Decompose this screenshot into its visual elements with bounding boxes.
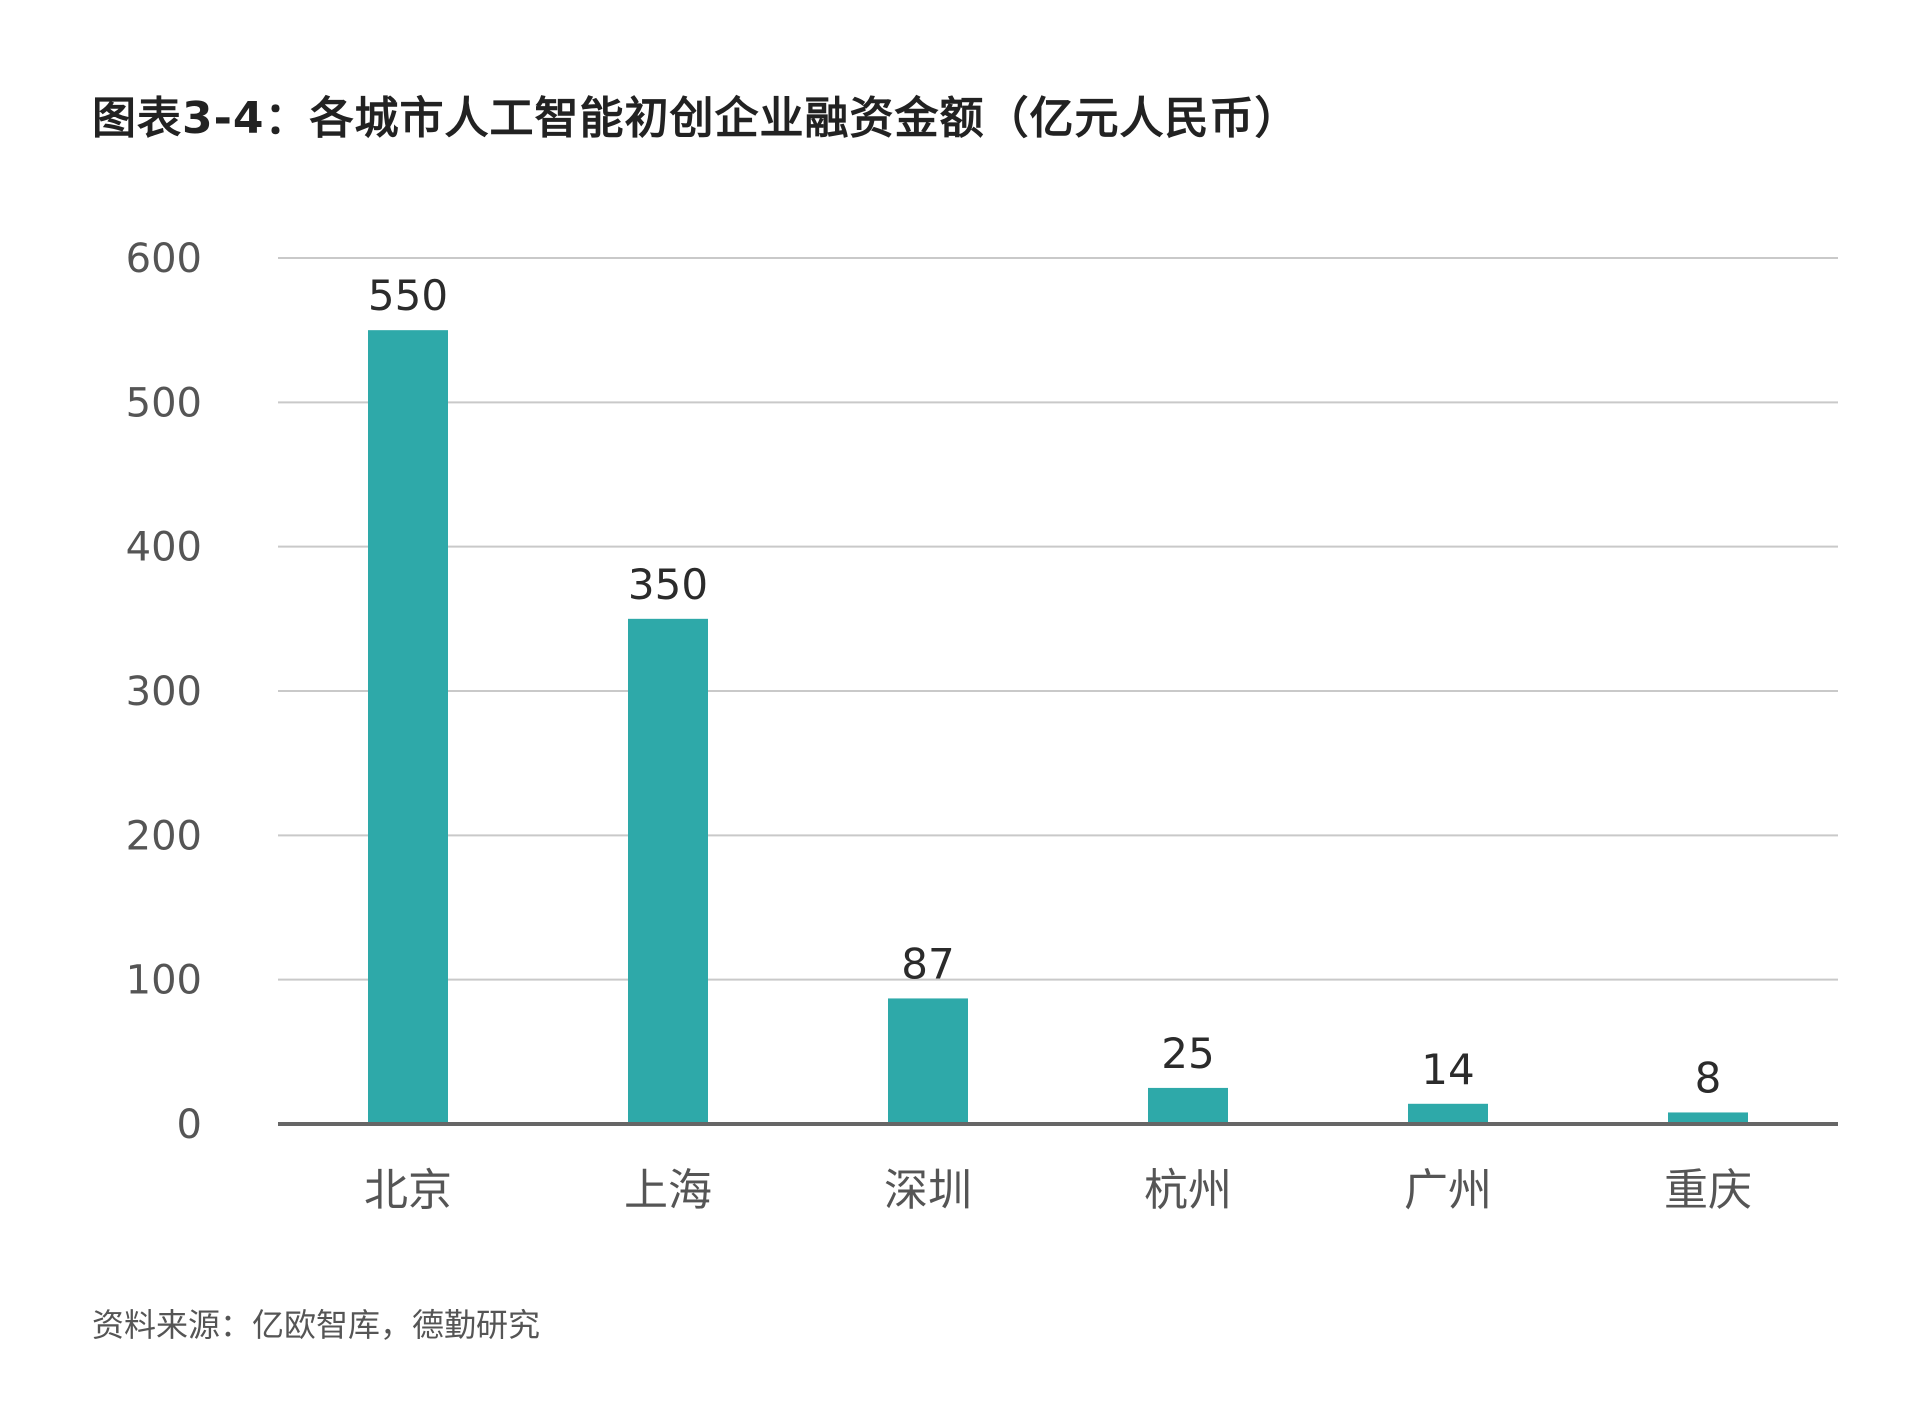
bars: [368, 330, 1748, 1125]
y-axis-ticks: 0 100 200 300 400 500 600: [126, 236, 202, 1148]
data-label: 14: [1421, 1045, 1474, 1094]
y-tick-label: 200: [126, 813, 202, 859]
bar-5: [1408, 1103, 1488, 1124]
x-category-label: 上海: [624, 1165, 712, 1216]
y-tick-label: 100: [126, 958, 202, 1004]
gridlines: [278, 257, 1838, 981]
data-label: 350: [628, 560, 708, 609]
bar-2: [628, 618, 708, 1124]
data-label: 8: [1695, 1053, 1722, 1102]
bar-6: [1668, 1112, 1748, 1124]
bar-3: [888, 998, 968, 1124]
y-tick-label: 500: [126, 380, 202, 426]
y-tick-label: 0: [177, 1102, 202, 1148]
y-tick-label: 400: [126, 525, 202, 571]
source-note: 资料来源：亿欧智库，德勤研究: [92, 1306, 541, 1344]
chart-title: 图表3-4：各城市人工智能初创企业融资金额（亿元人民币）: [92, 93, 1300, 144]
y-tick-label: 600: [126, 236, 202, 282]
data-label: 550: [368, 271, 448, 320]
x-category-label: 重庆: [1664, 1165, 1752, 1216]
bar-1: [368, 330, 448, 1125]
data-label: 87: [901, 939, 954, 988]
x-category-label: 杭州: [1144, 1165, 1232, 1216]
data-labels: 550 350 87 25 14 8: [368, 271, 1721, 1102]
bar-4: [1148, 1087, 1228, 1124]
x-category-label: 北京: [364, 1165, 452, 1216]
y-tick-label: 300: [126, 669, 202, 715]
x-category-label: 深圳: [884, 1165, 972, 1216]
data-label: 25: [1161, 1029, 1214, 1078]
x-axis-categories: 北京 上海 深圳 杭州 广州 重庆: [364, 1165, 1752, 1216]
x-category-label: 广州: [1404, 1165, 1492, 1216]
